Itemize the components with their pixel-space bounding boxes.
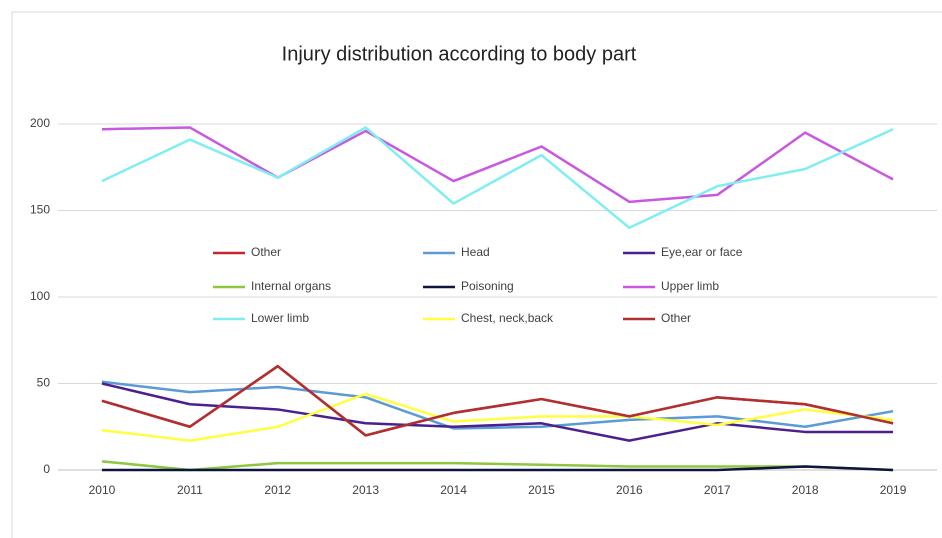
- y-tick-label: 200: [30, 116, 50, 130]
- legend-label: Other: [661, 311, 691, 325]
- x-tick-label: 2012: [264, 483, 291, 497]
- chart-frame: [11, 11, 942, 538]
- series-line: [101, 126, 894, 230]
- legend-label: Lower limb: [251, 311, 309, 325]
- x-tick-label: 2013: [352, 483, 379, 497]
- legend-label: Head: [461, 245, 490, 259]
- y-tick-label: 50: [37, 376, 51, 390]
- legend-label: Other: [251, 245, 281, 259]
- x-tick-label: 2010: [89, 483, 116, 497]
- x-tick-label: 2011: [177, 483, 203, 497]
- x-tick-label: 2015: [528, 483, 555, 497]
- x-tick-label: 2014: [440, 483, 467, 497]
- x-tick-label: 2017: [704, 483, 731, 497]
- legend-label: Internal organs: [251, 279, 331, 293]
- y-tick-label: 0: [43, 462, 50, 476]
- x-tick-label: 2016: [616, 483, 643, 497]
- y-tick-label: 150: [30, 203, 50, 217]
- legend-label: Poisoning: [461, 279, 514, 293]
- legend-label: Chest, neck,back: [461, 311, 554, 325]
- series-line: [101, 126, 894, 204]
- x-tick-label: 2019: [880, 483, 907, 497]
- series-line: [101, 380, 894, 430]
- series-line: [101, 392, 894, 442]
- chart-title: Injury distribution according to body pa…: [282, 43, 637, 65]
- x-tick-label: 2018: [792, 483, 819, 497]
- series-line: [101, 465, 894, 472]
- legend-label: Upper limb: [661, 279, 719, 293]
- y-tick-label: 100: [30, 289, 50, 303]
- series-line: [101, 382, 894, 442]
- legend-label: Eye,ear or face: [661, 245, 743, 259]
- series-line: [101, 460, 894, 472]
- series-line: [101, 364, 894, 437]
